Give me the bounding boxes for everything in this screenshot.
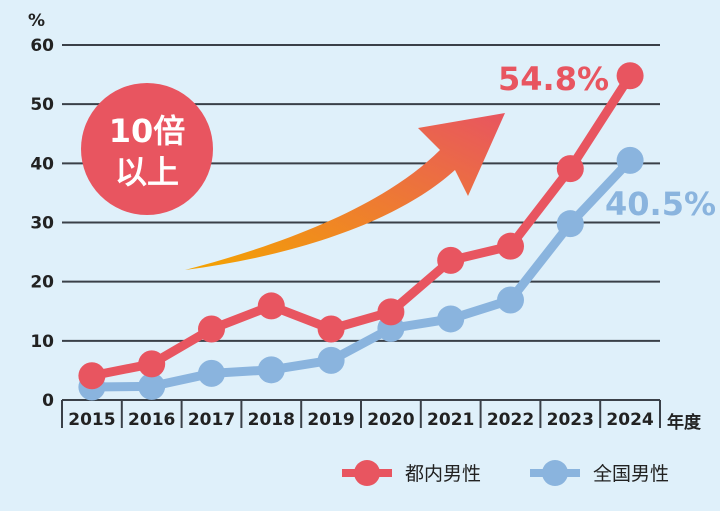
data-point xyxy=(556,210,584,238)
x-tick-label: 2020 xyxy=(367,410,414,430)
x-tick-label: 2024 xyxy=(606,410,653,430)
data-point xyxy=(257,292,285,320)
data-point xyxy=(78,362,106,390)
y-axis-label: % xyxy=(28,11,45,31)
data-point xyxy=(377,298,405,326)
legend-label-blue: 全国男性 xyxy=(593,463,669,485)
y-tick-label: 60 xyxy=(30,36,54,56)
data-point xyxy=(437,305,465,333)
badge-text-line1: 10倍 xyxy=(109,112,186,150)
x-axis-label: 年度 xyxy=(667,412,702,433)
data-point xyxy=(138,350,166,378)
blue-end-label: 40.5% xyxy=(605,185,716,223)
x-tick-label: 2021 xyxy=(427,410,474,430)
data-point xyxy=(556,155,584,183)
series-line-0 xyxy=(91,73,634,381)
data-point xyxy=(616,62,644,90)
data-point xyxy=(497,286,524,314)
y-tick-label: 40 xyxy=(30,154,54,174)
legend: 都内男性 全国男性 xyxy=(342,460,669,486)
legend-marker-blue xyxy=(542,460,568,486)
data-point xyxy=(317,315,345,343)
y-tick-label: 10 xyxy=(30,332,54,352)
red-end-label: 54.8% xyxy=(498,60,609,98)
series-line-1 xyxy=(91,157,634,392)
data-point xyxy=(198,315,225,343)
y-tick-label: 0 xyxy=(42,391,54,411)
x-tick-label: 2022 xyxy=(487,410,534,430)
badge-text-line2: 以上 xyxy=(115,153,179,191)
badge-circle xyxy=(81,83,213,215)
x-tick-label: 2018 xyxy=(248,410,295,430)
y-tick-label: 50 xyxy=(30,95,54,115)
y-tick-label: 20 xyxy=(30,273,54,293)
x-tick-label: 2015 xyxy=(68,410,115,430)
x-tick-label: 2023 xyxy=(547,410,594,430)
trend-arrow xyxy=(185,113,505,270)
data-point xyxy=(497,232,524,260)
data-point xyxy=(198,359,225,387)
data-point xyxy=(317,346,345,374)
y-tick-label: 30 xyxy=(30,214,54,234)
data-point xyxy=(437,246,465,274)
legend-label-red: 都内男性 xyxy=(405,463,481,485)
legend-marker-red xyxy=(354,460,380,486)
data-point xyxy=(257,356,285,384)
data-point xyxy=(138,372,166,400)
x-tick-label: 2017 xyxy=(188,410,235,430)
x-tick-label: 2016 xyxy=(128,410,175,430)
data-point xyxy=(616,146,644,174)
x-tick-label: 2019 xyxy=(307,410,354,430)
